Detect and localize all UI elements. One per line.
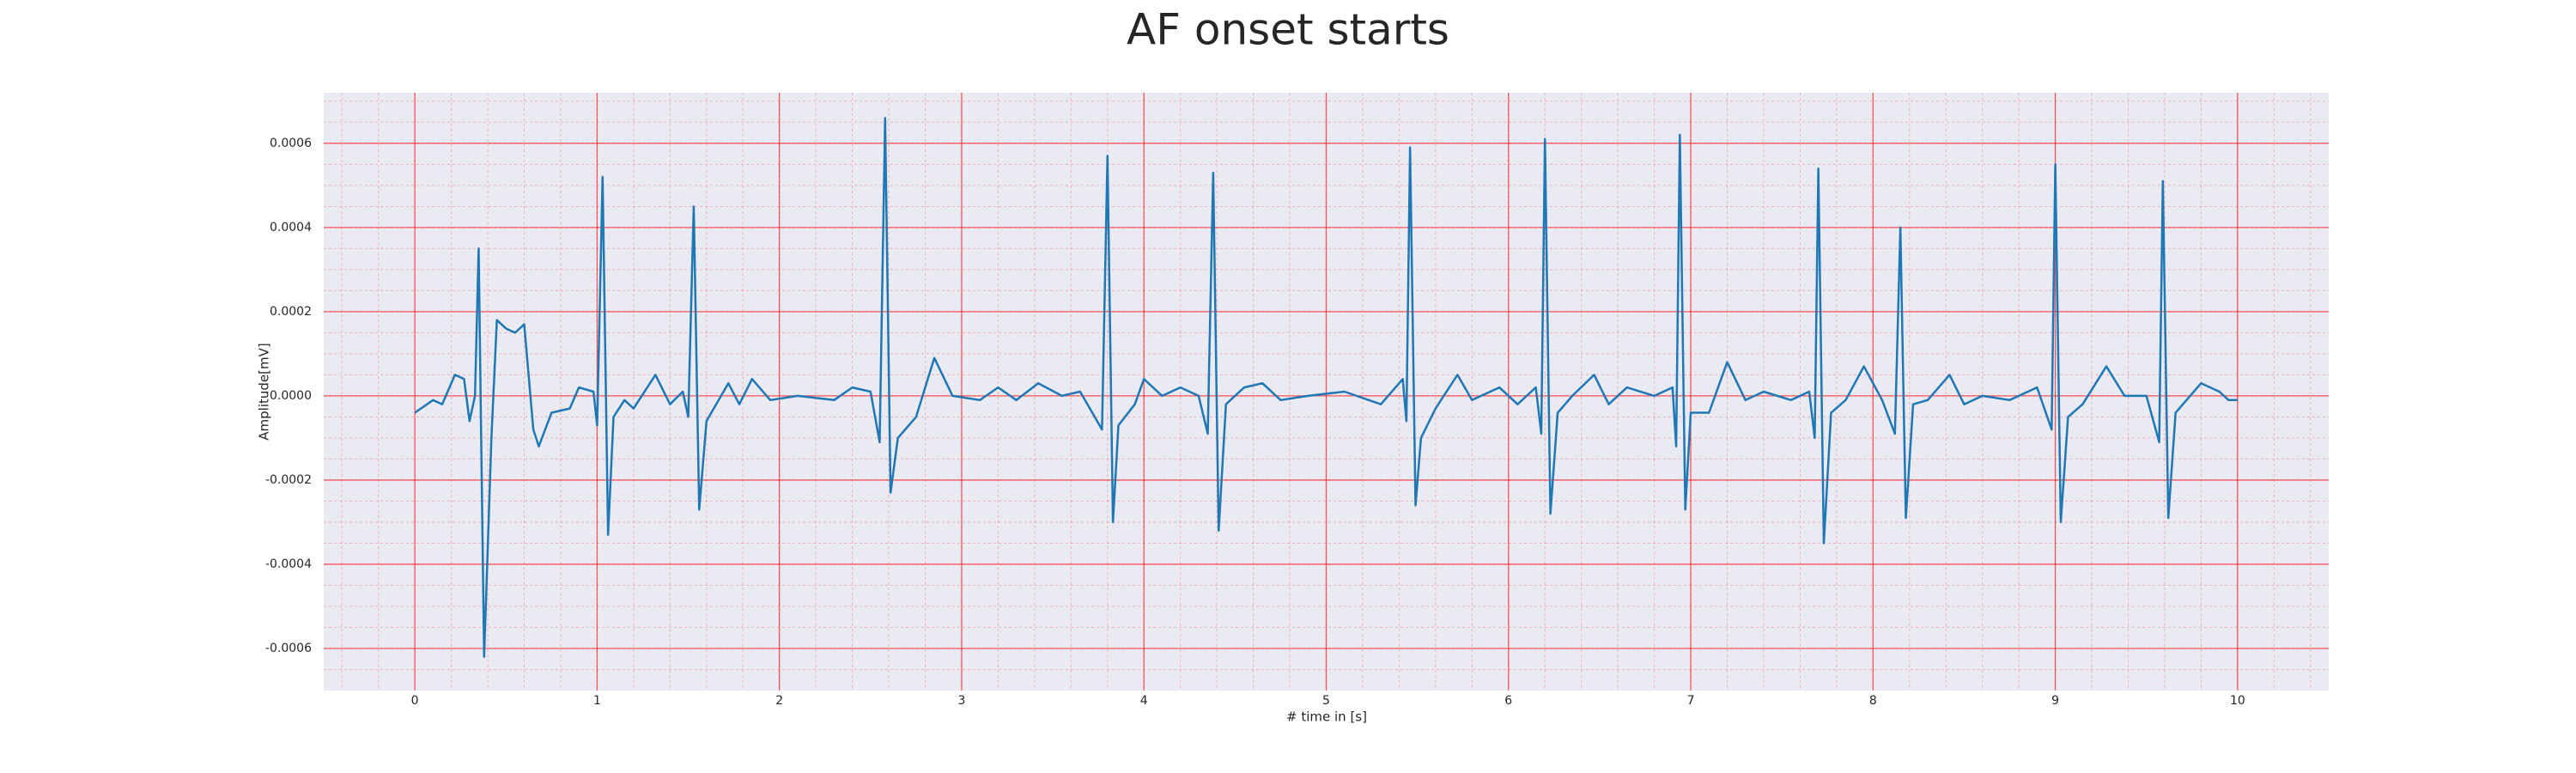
y-tick-label: 0.0004: [270, 221, 312, 234]
x-tick-label: 4: [1140, 694, 1148, 708]
x-tick-label: 1: [593, 694, 601, 708]
x-tick-label: 6: [1504, 694, 1512, 708]
ecg-line: [414, 117, 2238, 659]
y-tick-label: 0.0002: [270, 305, 312, 319]
x-tick-label: 0: [411, 694, 419, 708]
y-tick-label: -0.0002: [265, 473, 312, 487]
y-axis-label: Amplitude[mV]: [257, 343, 272, 440]
x-tick-label: 10: [2230, 694, 2245, 708]
x-tick-label: 7: [1687, 694, 1695, 708]
x-tick-label: 5: [1322, 694, 1330, 708]
y-tick-label: 0.0006: [270, 137, 312, 150]
x-tick-label: 9: [2051, 694, 2059, 708]
x-axis-label: # time in [s]: [1286, 709, 1367, 725]
x-tick-label: 3: [957, 694, 965, 708]
x-tick-label: 2: [775, 694, 783, 708]
y-tick-label: 0.0000: [270, 389, 312, 403]
x-tick-label: 8: [1869, 694, 1877, 708]
chart-title: AF onset starts: [1127, 5, 1449, 55]
y-tick-label: -0.0006: [265, 642, 312, 655]
y-tick-label: -0.0004: [265, 557, 312, 571]
